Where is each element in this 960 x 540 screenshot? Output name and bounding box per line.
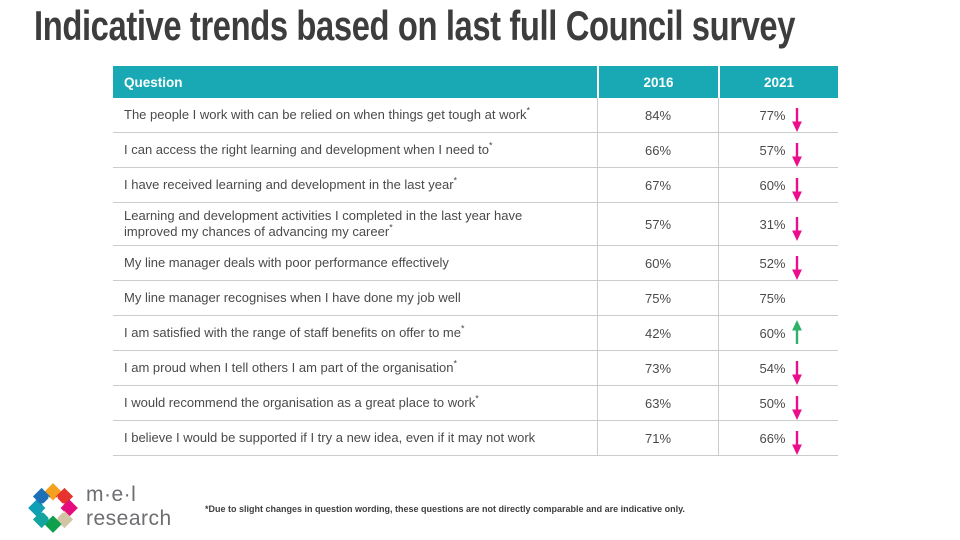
question-text: Learning and development activities I co…	[124, 208, 523, 239]
value-2021-cell: 60%	[718, 168, 838, 202]
question-text: I have received learning and development…	[124, 175, 458, 192]
value-2021-text: 66%	[759, 430, 786, 446]
question-cell: I have received learning and development…	[113, 168, 597, 202]
table-row: I believe I would be supported if I try …	[113, 421, 838, 456]
trend-down-arrow-icon	[786, 137, 808, 167]
mel-research-logo-text: m·e·l research	[86, 483, 172, 531]
value-2021-cell: 75%	[718, 281, 838, 315]
table-row: I would recommend the organisation as a …	[113, 386, 838, 421]
value-2016-cell: 63%	[597, 386, 718, 420]
value-2016-cell: 71%	[597, 421, 718, 455]
question-text: The people I work with can be relied on …	[124, 105, 531, 122]
value-2021-cell: 60%	[718, 316, 838, 350]
footnote-asterisk: *	[453, 175, 458, 186]
value-2021-text: 54%	[759, 360, 786, 376]
footnote-asterisk: *	[453, 358, 458, 369]
table-row: The people I work with can be relied on …	[113, 98, 838, 133]
value-2021-text: 60%	[759, 325, 786, 341]
table-row: I have received learning and development…	[113, 168, 838, 203]
logo-line-research: research	[86, 507, 172, 530]
question-text: I believe I would be supported if I try …	[124, 430, 536, 445]
table-body: The people I work with can be relied on …	[113, 98, 838, 456]
footnote-asterisk: *	[488, 140, 493, 151]
trend-down-arrow-icon	[786, 425, 808, 455]
value-2016-cell: 60%	[597, 246, 718, 280]
trend-down-arrow-icon	[786, 211, 808, 241]
footnote-asterisk: *	[460, 323, 465, 334]
value-2021-text: 52%	[759, 255, 786, 271]
value-2021-text: 60%	[759, 177, 786, 193]
question-cell: I am proud when I tell others I am part …	[113, 351, 597, 385]
table-row: I am satisfied with the range of staff b…	[113, 316, 838, 351]
question-cell: The people I work with can be relied on …	[113, 98, 597, 132]
page-title: Indicative trends based on last full Cou…	[34, 2, 796, 49]
value-2016-cell: 66%	[597, 133, 718, 167]
footnote-asterisk: *	[389, 222, 393, 233]
trend-down-arrow-icon	[786, 102, 808, 132]
footnote-asterisk: *	[526, 105, 531, 116]
question-text: I would recommend the organisation as a …	[124, 393, 479, 410]
value-2021-cell: 77%	[718, 98, 838, 132]
question-text: I am satisfied with the range of staff b…	[124, 323, 465, 340]
question-text: My line manager recognises when I have d…	[124, 290, 461, 305]
value-2021-cell: 50%	[718, 386, 838, 420]
logo-line-mel: m·e·l	[86, 483, 137, 506]
value-2016-cell: 57%	[597, 203, 718, 245]
column-header-question: Question	[124, 74, 183, 90]
value-2021-cell: 52%	[718, 246, 838, 280]
column-header-2016: 2016	[597, 66, 718, 98]
value-2016-cell: 67%	[597, 168, 718, 202]
question-cell: I am satisfied with the range of staff b…	[113, 316, 597, 350]
question-text: My line manager deals with poor performa…	[124, 255, 449, 270]
footnote-asterisk: *	[475, 393, 479, 404]
value-2016-cell: 75%	[597, 281, 718, 315]
table-row: I am proud when I tell others I am part …	[113, 351, 838, 386]
table-row: I can access the right learning and deve…	[113, 133, 838, 168]
trend-down-arrow-icon	[786, 250, 808, 280]
trend-up-arrow-icon	[786, 320, 808, 346]
value-2016-cell: 84%	[597, 98, 718, 132]
value-2021-cell: 54%	[718, 351, 838, 385]
value-2021-text: 31%	[759, 216, 786, 232]
value-2016-cell: 73%	[597, 351, 718, 385]
logo-center-star	[41, 496, 65, 520]
value-2021-text: 57%	[759, 142, 786, 158]
question-cell: Learning and development activities I co…	[113, 203, 597, 245]
table-row: My line manager recognises when I have d…	[113, 281, 838, 316]
table-row: Learning and development activities I co…	[113, 203, 838, 246]
question-cell: My line manager recognises when I have d…	[113, 281, 597, 315]
mel-research-logo-icon	[28, 483, 78, 533]
logo-diamonds	[28, 483, 78, 533]
value-2021-cell: 57%	[718, 133, 838, 167]
question-cell: I can access the right learning and deve…	[113, 133, 597, 167]
value-2016-cell: 42%	[597, 316, 718, 350]
question-text: I can access the right learning and deve…	[124, 140, 493, 157]
question-cell: I would recommend the organisation as a …	[113, 386, 597, 420]
trend-down-arrow-icon	[786, 172, 808, 202]
value-2021-text: 50%	[759, 395, 786, 411]
survey-trends-table: Question 2016 2021 The people I work wit…	[113, 66, 838, 456]
question-text: I am proud when I tell others I am part …	[124, 358, 458, 375]
value-2021-cell: 31%	[718, 203, 838, 245]
footnote: *Due to slight changes in question wordi…	[205, 504, 685, 514]
trend-down-arrow-icon	[786, 390, 808, 420]
value-2021-text: 77%	[759, 107, 786, 123]
column-header-2021: 2021	[718, 66, 838, 98]
question-cell: My line manager deals with poor performa…	[113, 246, 597, 280]
value-2021-text: 75%	[759, 290, 786, 306]
table-row: My line manager deals with poor performa…	[113, 246, 838, 281]
value-2021-cell: 66%	[718, 421, 838, 455]
question-cell: I believe I would be supported if I try …	[113, 421, 597, 455]
table-header-row: Question 2016 2021	[113, 66, 838, 98]
trend-down-arrow-icon	[786, 355, 808, 385]
